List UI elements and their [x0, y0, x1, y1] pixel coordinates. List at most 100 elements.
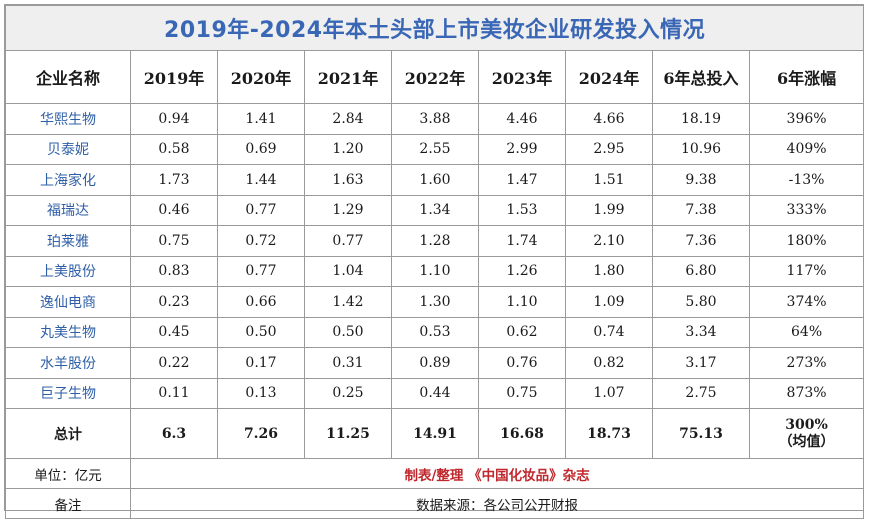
- value-cell: 0.17: [217, 347, 305, 379]
- value-cell: 0.62: [478, 316, 566, 348]
- table-row: 巨子生物 0.11 0.13 0.25 0.44 0.75 1.07 2.75 873%: [5, 377, 865, 409]
- company-name: 珀莱雅: [5, 225, 131, 257]
- value-cell: 0.76: [478, 347, 566, 379]
- value-cell: 1.04: [304, 255, 392, 287]
- value-cell: 0.46: [130, 194, 218, 226]
- growth-cell: 396%: [748, 103, 865, 135]
- value-cell: 3.88: [391, 103, 479, 135]
- growth-cell: 873%: [748, 377, 865, 409]
- growth-cell: 374%: [748, 286, 865, 318]
- value-cell: 4.66: [565, 103, 653, 135]
- total-investment-cell: 3.17: [652, 347, 750, 379]
- value-cell: 1.09: [565, 286, 653, 318]
- total-value-cell: 14.91: [391, 408, 479, 459]
- total-investment-cell: 6.80: [652, 255, 750, 287]
- value-cell: 1.28: [391, 225, 479, 257]
- value-cell: 1.51: [565, 164, 653, 196]
- value-cell: 0.31: [304, 347, 392, 379]
- value-cell: 1.26: [478, 255, 566, 287]
- value-cell: 1.47: [478, 164, 566, 196]
- growth-cell: 180%: [748, 225, 865, 257]
- total-value-cell: 18.73: [565, 408, 653, 459]
- value-cell: 0.82: [565, 347, 653, 379]
- growth-cell: 333%: [748, 194, 865, 226]
- total-investment-cell: 2.75: [652, 377, 750, 409]
- value-cell: 0.13: [217, 377, 305, 409]
- column-header: 6年涨幅: [748, 50, 865, 104]
- company-name: 水羊股份: [5, 347, 131, 379]
- value-cell: 0.23: [130, 286, 218, 318]
- company-name: 巨子生物: [5, 377, 131, 409]
- table-row: 珀莱雅 0.75 0.72 0.77 1.28 1.74 2.10 7.36 180%: [5, 225, 865, 257]
- table-title: 2019年-2024年本土头部上市美妆企业研发投入情况: [4, 5, 865, 51]
- table-row: 上海家化 1.73 1.44 1.63 1.60 1.47 1.51 9.38 -13%: [5, 164, 865, 196]
- company-name: 福瑞达: [5, 194, 131, 226]
- value-cell: 2.99: [478, 133, 566, 165]
- value-cell: 1.30: [391, 286, 479, 318]
- value-cell: 0.58: [130, 133, 218, 165]
- table-row: 华熙生物 0.94 1.41 2.84 3.88 4.46 4.66 18.19 396%: [5, 103, 865, 135]
- table-row: 丸美生物 0.45 0.50 0.50 0.53 0.62 0.74 3.34 64%: [5, 316, 865, 348]
- note-label: 备注: [5, 488, 131, 519]
- total-investment-cell: 10.96: [652, 133, 750, 165]
- value-cell: 1.10: [478, 286, 566, 318]
- value-cell: 2.55: [391, 133, 479, 165]
- table-row: 福瑞达 0.46 0.77 1.29 1.34 1.53 1.99 7.38 333%: [5, 194, 865, 226]
- value-cell: 2.84: [304, 103, 392, 135]
- growth-cell: 409%: [748, 133, 865, 165]
- value-cell: 1.42: [304, 286, 392, 318]
- column-header: 2021年: [304, 50, 392, 104]
- table-row: 逸仙电商 0.23 0.66 1.42 1.30 1.10 1.09 5.80 374%: [5, 286, 865, 318]
- column-header: 2024年: [565, 50, 653, 104]
- total-value-cell: 6.3: [130, 408, 218, 459]
- company-name: 贝泰妮: [5, 133, 131, 165]
- total-value-cell: 75.13: [652, 408, 750, 459]
- column-header: 2022年: [391, 50, 479, 104]
- total-value-cell: 16.68: [478, 408, 566, 459]
- column-header: 6年总投入: [652, 50, 750, 104]
- total-investment-cell: 18.19: [652, 103, 750, 135]
- company-name: 上海家化: [5, 164, 131, 196]
- value-cell: 1.10: [391, 255, 479, 287]
- rd-investment-table: 2019年-2024年本土头部上市美妆企业研发投入情况 企业名称 2019年 202…: [4, 5, 865, 519]
- value-cell: 1.20: [304, 133, 392, 165]
- value-cell: 1.29: [304, 194, 392, 226]
- value-cell: 1.63: [304, 164, 392, 196]
- growth-cell: 117%: [748, 255, 865, 287]
- value-cell: 0.75: [130, 225, 218, 257]
- company-name: 上美股份: [5, 255, 131, 287]
- value-cell: 0.50: [217, 316, 305, 348]
- value-cell: 0.44: [391, 377, 479, 409]
- growth-cell: 64%: [748, 316, 865, 348]
- company-name: 逸仙电商: [5, 286, 131, 318]
- source-credit: 制表/整理 《中国化妆品》杂志: [129, 458, 865, 489]
- total-value-cell: 11.25: [304, 408, 392, 459]
- value-cell: 0.11: [130, 377, 218, 409]
- total-investment-cell: 9.38: [652, 164, 750, 196]
- total-investment-cell: 5.80: [652, 286, 750, 318]
- value-cell: 1.41: [217, 103, 305, 135]
- column-header: 2023年: [478, 50, 566, 104]
- company-name: 华熙生物: [5, 103, 131, 135]
- value-cell: 4.46: [478, 103, 566, 135]
- value-cell: 0.50: [304, 316, 392, 348]
- column-header: 企业名称: [5, 50, 131, 104]
- data-table-frame: 2019年-2024年本土头部上市美妆企业研发投入情况 企业名称 2019年 202…: [4, 4, 865, 519]
- footer-unit-row: 单位：亿元 制表/整理 《中国化妆品》杂志: [5, 458, 865, 489]
- table-row: 上美股份 0.83 0.77 1.04 1.10 1.26 1.80 6.80 117%: [5, 255, 865, 287]
- value-cell: 2.10: [565, 225, 653, 257]
- table-row: 贝泰妮 0.58 0.69 1.20 2.55 2.99 2.95 10.96 409%: [5, 133, 865, 165]
- value-cell: 0.45: [130, 316, 218, 348]
- value-cell: 1.53: [478, 194, 566, 226]
- value-cell: 0.89: [391, 347, 479, 379]
- total-label: 总计: [5, 408, 131, 459]
- value-cell: 1.80: [565, 255, 653, 287]
- total-growth-cell: 300% （均值）: [748, 408, 865, 459]
- data-source-note: 数据来源：各公司公开财报: [129, 488, 865, 519]
- value-cell: 2.95: [565, 133, 653, 165]
- footer-note-row: 备注 数据来源：各公司公开财报: [5, 488, 865, 519]
- growth-cell: -13%: [748, 164, 865, 196]
- value-cell: 0.77: [217, 194, 305, 226]
- value-cell: 0.75: [478, 377, 566, 409]
- value-cell: 0.53: [391, 316, 479, 348]
